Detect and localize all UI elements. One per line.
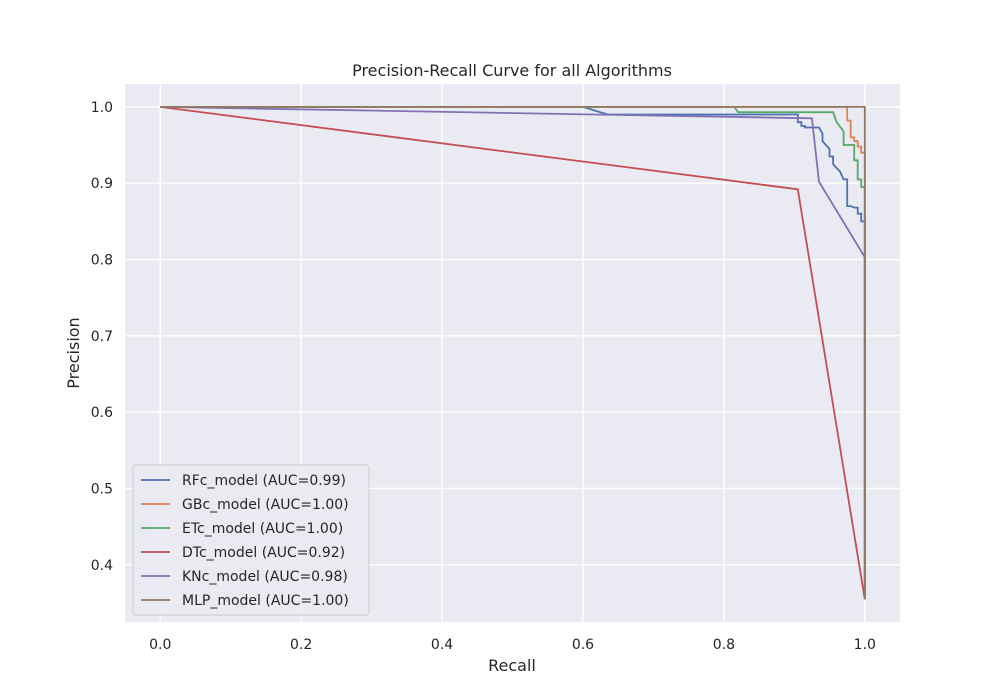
y-tick-label: 0.9 (91, 176, 113, 192)
x-tick-label: 0.6 (572, 637, 594, 653)
y-tick-label: 0.8 (91, 253, 113, 269)
x-tick-label: 0.8 (713, 637, 735, 653)
legend: RFc_model (AUC=0.99) GBc_model (AUC=1.00)… (132, 464, 370, 616)
series-line-mlp-model (160, 106, 866, 600)
y-tick-label: 0.5 (91, 481, 113, 497)
x-tick-label: 0.4 (431, 637, 453, 653)
series-line-etc-model (160, 106, 866, 600)
legend-label: GBc_model (AUC=1.00) (182, 497, 349, 513)
x-tick-label: 0.2 (290, 637, 312, 653)
y-tick-label: 1.0 (91, 100, 113, 116)
legend-label: RFc_model (AUC=0.99) (182, 473, 346, 489)
series-line-dtc-model (160, 106, 866, 600)
x-tick-label: 1.0 (854, 637, 876, 653)
y-tick-label: 0.6 (91, 405, 113, 421)
x-axis-label: Recall (488, 656, 536, 675)
series-lines (160, 106, 866, 600)
series-line-rfc-model (160, 106, 866, 600)
legend-label: ETc_model (AUC=1.00) (182, 521, 343, 537)
tick-labels: 0.0 0.2 0.4 0.6 0.8 1.0 0.4 0.5 0.6 0.7 0.8 0.9 1.0 (91, 100, 876, 653)
chart-title: Precision-Recall Curve for all Algorithm… (352, 61, 672, 80)
legend-label: DTc_model (AUC=0.92) (182, 545, 345, 561)
x-tick-label: 0.0 (149, 637, 171, 653)
series-line-gbc-model (160, 106, 866, 600)
y-axis-label: Precision (64, 317, 83, 388)
legend-box (132, 464, 370, 616)
legend-label: KNc_model (AUC=0.98) (182, 569, 348, 585)
y-tick-label: 0.7 (91, 329, 113, 345)
y-tick-label: 0.4 (91, 558, 113, 574)
legend-label: MLP_model (AUC=1.00) (182, 593, 349, 609)
